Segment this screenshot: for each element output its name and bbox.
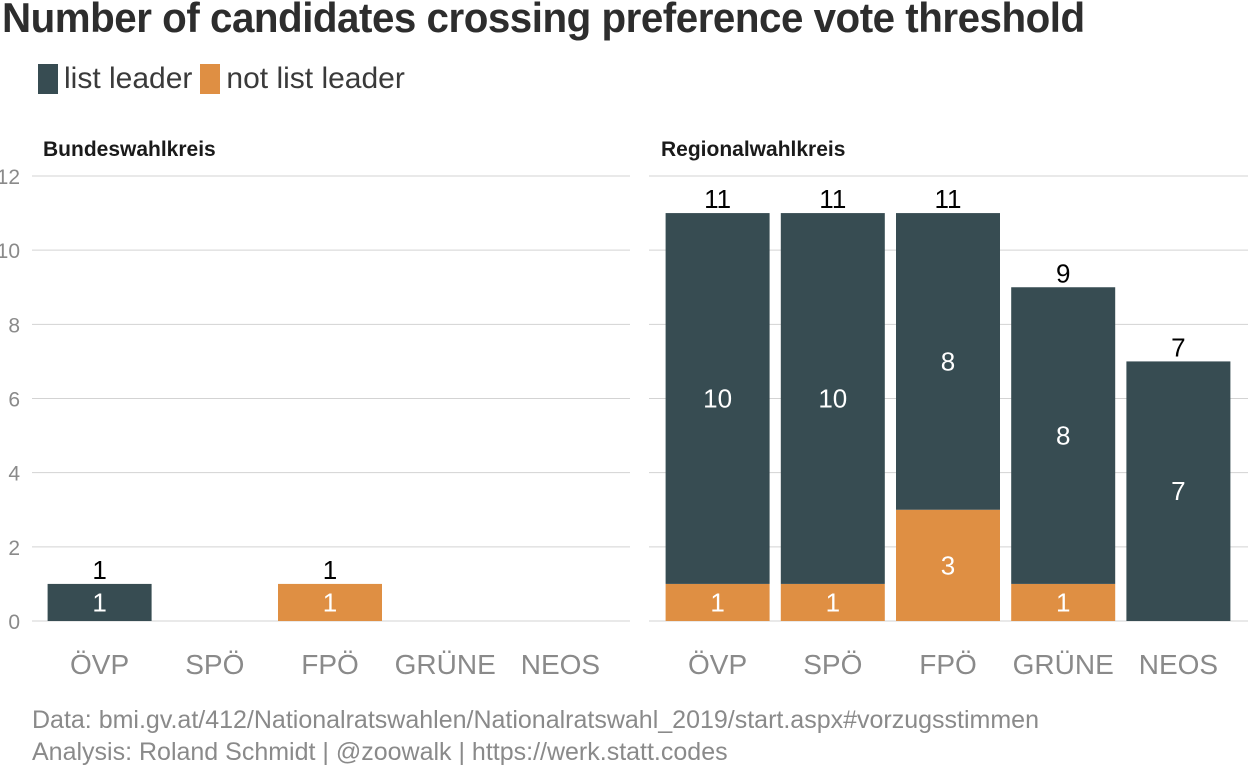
bar-segment-not-list-leader — [665, 583, 770, 621]
y-tick-label: 10 — [0, 240, 20, 263]
legend-swatch-not-list-leader — [200, 64, 221, 94]
segment-value-label: 1 — [710, 587, 724, 617]
legend: list leader not list leader — [38, 62, 413, 96]
legend-item-not-list-leader: not list leader — [200, 62, 405, 96]
y-tick-label: 4 — [8, 463, 20, 486]
legend-item-list-leader: list leader — [38, 62, 192, 96]
x-tick-label: NEOS — [521, 649, 600, 680]
x-tick-label: FPÖ — [301, 649, 359, 680]
chart-title: Number of candidates crossing preference… — [2, 0, 1085, 41]
segment-value-label: 7 — [1171, 476, 1185, 506]
x-tick-label: SPÖ — [185, 649, 244, 680]
bar-segment-list-leader — [47, 583, 152, 621]
total-value-label: 7 — [1171, 332, 1185, 362]
y-tick-label: 8 — [8, 314, 20, 337]
segment-value-label: 8 — [941, 346, 955, 376]
segment-value-label: 3 — [941, 550, 955, 580]
x-tick-label: GRÜNE — [395, 649, 496, 680]
bar-segment-not-list-leader — [1011, 583, 1116, 621]
x-tick-label: ÖVP — [688, 649, 747, 680]
total-value-label: 11 — [935, 184, 962, 214]
total-value-label: 11 — [704, 184, 731, 214]
segment-value-label: 1 — [92, 587, 106, 617]
facet-title-1: Regionalwahlkreis — [661, 138, 845, 161]
y-tick-label: 6 — [8, 389, 20, 412]
y-tick-label: 12 — [0, 166, 20, 189]
bar-segment-list-leader — [665, 213, 770, 584]
legend-swatch-list-leader — [38, 64, 58, 94]
caption: Data: bmi.gv.at/412/Nationalratswahlen/N… — [32, 704, 1039, 768]
caption-analysis-credit: Analysis: Roland Schmidt | @zoowalk | ht… — [32, 738, 728, 766]
bar-segment-list-leader — [896, 213, 1000, 510]
total-value-label: 1 — [92, 555, 106, 585]
legend-label-not-list-leader: not list leader — [226, 62, 405, 95]
x-tick-label: FPÖ — [919, 649, 977, 680]
x-tick-label: GRÜNE — [1013, 649, 1114, 680]
total-value-label: 9 — [1056, 258, 1070, 288]
bar-segment-not-list-leader — [780, 583, 885, 621]
total-value-label: 1 — [323, 555, 337, 585]
bar-segment-not-list-leader — [278, 583, 382, 621]
x-tick-label: NEOS — [1139, 649, 1218, 680]
y-tick-label: 2 — [8, 537, 20, 560]
segment-value-label: 1 — [323, 587, 337, 617]
bar-segment-not-list-leader — [896, 509, 1000, 621]
y-tick-label: 0 — [8, 611, 20, 634]
segment-value-label: 10 — [703, 384, 732, 414]
bar-segment-list-leader — [1126, 361, 1231, 621]
segment-value-label: 1 — [1056, 587, 1070, 617]
segment-value-label: 1 — [826, 587, 840, 617]
x-tick-label: SPÖ — [803, 649, 862, 680]
segment-value-label: 8 — [1056, 421, 1070, 451]
bar-segment-list-leader — [780, 213, 885, 584]
caption-data-source: Data: bmi.gv.at/412/Nationalratswahlen/N… — [32, 706, 1039, 734]
x-tick-label: ÖVP — [70, 649, 129, 680]
segment-value-label: 10 — [818, 384, 847, 414]
bar-segment-list-leader — [1011, 287, 1116, 584]
facet-title-0: Bundeswahlkreis — [43, 138, 216, 161]
legend-label-list-leader: list leader — [64, 62, 193, 95]
total-value-label: 11 — [819, 184, 846, 214]
